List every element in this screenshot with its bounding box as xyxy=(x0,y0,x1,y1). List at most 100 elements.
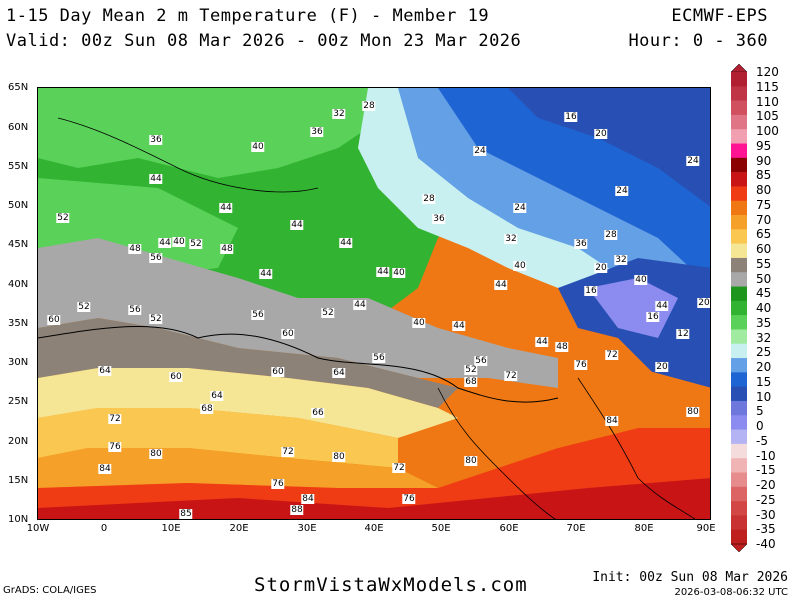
lon-label: 50E xyxy=(431,523,451,534)
lat-label: 40N xyxy=(8,279,29,290)
contour-label: 36 xyxy=(310,127,324,137)
contour-label: 88 xyxy=(290,505,304,515)
lon-label: 10E xyxy=(161,523,181,534)
colorbar-swatch xyxy=(731,215,747,230)
lon-label: 90E xyxy=(696,523,716,534)
contour-label: 52 xyxy=(77,302,91,312)
colorbar-swatch xyxy=(731,143,747,159)
map-title: 1-15 Day Mean 2 m Temperature (F) - Memb… xyxy=(6,6,490,26)
colorbar-swatch xyxy=(731,486,747,502)
contour-label: 16 xyxy=(584,286,598,296)
lon-label: 40E xyxy=(364,523,384,534)
colorbar-label: 5 xyxy=(756,404,764,419)
contour-label: 60 xyxy=(47,315,61,325)
colorbar-swatch xyxy=(731,386,747,402)
contour-label: 32 xyxy=(614,255,628,265)
lat-label: 50N xyxy=(8,200,29,211)
colorbar-arrow-bottom xyxy=(731,543,747,552)
contour-label: 44 xyxy=(158,238,172,248)
software-credit: GrADS: COLA/IGES xyxy=(3,585,97,596)
colorbar-label: 100 xyxy=(756,124,779,138)
lat-label: 45N xyxy=(8,239,29,250)
contour-label: 40 xyxy=(251,142,265,152)
contour-label: 52 xyxy=(321,308,335,318)
colorbar-label: 65 xyxy=(756,227,772,242)
colorbar-label: 60 xyxy=(756,242,772,256)
contour-label: 20 xyxy=(655,362,669,372)
contour-label: 80 xyxy=(686,407,700,417)
colorbar-label: -35 xyxy=(756,522,776,537)
colorbar-label: 80 xyxy=(756,183,772,197)
contour-label: 80 xyxy=(464,456,478,466)
colorbar-label: 25 xyxy=(756,345,772,360)
valid-period: Valid: 00z Sun 08 Mar 2026 - 00z Mon 23 … xyxy=(6,31,522,51)
colorbar-swatch xyxy=(731,100,747,116)
colorbar xyxy=(731,64,747,552)
lon-label: 80E xyxy=(634,523,654,534)
contour-label: 28 xyxy=(422,194,436,204)
colorbar-label: 32 xyxy=(756,330,772,345)
contour-label: 72 xyxy=(392,463,406,473)
lat-label: 55N xyxy=(8,161,29,172)
colorbar-label: 35 xyxy=(756,315,772,330)
contour-label: 44 xyxy=(376,267,390,277)
colorbar-label: 20 xyxy=(756,360,772,374)
contour-label: 40 xyxy=(634,275,648,285)
colorbar-swatch xyxy=(731,415,747,430)
colorbar-swatch xyxy=(731,157,747,173)
contour-label: 80 xyxy=(332,452,346,462)
lat-label: 15N xyxy=(8,475,29,486)
contour-label: 44 xyxy=(452,321,466,331)
contour-label: 72 xyxy=(281,447,295,457)
contour-label: 48 xyxy=(555,342,569,352)
colorbar-swatch xyxy=(731,400,747,416)
colorbar-label: 75 xyxy=(756,197,772,212)
contour-label: 56 xyxy=(149,253,163,263)
colorbar-label: -15 xyxy=(756,463,776,478)
contour-label: 60 xyxy=(281,329,295,339)
colorbar-label: -20 xyxy=(756,478,776,492)
contour-label: 44 xyxy=(290,220,304,230)
colorbar-swatch xyxy=(731,300,747,316)
colorbar-swatch xyxy=(731,358,747,373)
colorbar-label: 40 xyxy=(756,301,772,315)
init-time: Init: 00z Sun 08 Mar 2026 xyxy=(592,570,788,585)
lon-label: 60E xyxy=(499,523,519,534)
colorbar-swatch xyxy=(731,343,747,359)
lat-label: 10N xyxy=(8,514,29,525)
contour-label: 32 xyxy=(332,109,346,119)
contour-label: 28 xyxy=(362,101,376,111)
contour-label: 76 xyxy=(271,479,285,489)
contour-label: 52 xyxy=(149,314,163,324)
colorbar-swatch xyxy=(731,372,747,387)
colorbar-label: 0 xyxy=(756,419,764,433)
colorbar-label: 90 xyxy=(756,153,772,168)
contour-label: 12 xyxy=(676,329,690,339)
temperature-field xyxy=(38,88,710,519)
lon-label: 20E xyxy=(229,523,249,534)
contour-label: 84 xyxy=(605,416,619,426)
contour-label: 56 xyxy=(128,305,142,315)
colorbar-label: -10 xyxy=(756,448,776,463)
colorbar-swatch xyxy=(731,329,747,345)
contour-label: 20 xyxy=(697,298,710,308)
generation-timestamp: 2026-03-08-06:32 UTC xyxy=(674,587,788,598)
colorbar-swatch xyxy=(731,472,747,488)
colorbar-label: 45 xyxy=(756,286,772,301)
contour-label: 16 xyxy=(646,312,660,322)
colorbar-label: 115 xyxy=(756,79,779,94)
colorbar-swatch xyxy=(731,229,747,244)
contour-label: 44 xyxy=(494,280,508,290)
contour-label: 44 xyxy=(149,174,163,184)
temperature-map: 32 28 36 40 36 44 44 52 44 48 44 40 52 48 56 44 44 36 28 24… xyxy=(37,87,711,520)
lat-label: 35N xyxy=(8,318,29,329)
lon-label: 70E xyxy=(566,523,586,534)
contour-label: 32 xyxy=(504,234,518,244)
contour-label: 52 xyxy=(464,365,478,375)
contour-label: 36 xyxy=(432,214,446,224)
colorbar-swatch xyxy=(731,114,747,130)
colorbar-label: 10 xyxy=(756,389,772,404)
contour-label: 24 xyxy=(615,186,629,196)
colorbar-swatch xyxy=(731,129,747,144)
contour-label: 36 xyxy=(149,135,163,145)
